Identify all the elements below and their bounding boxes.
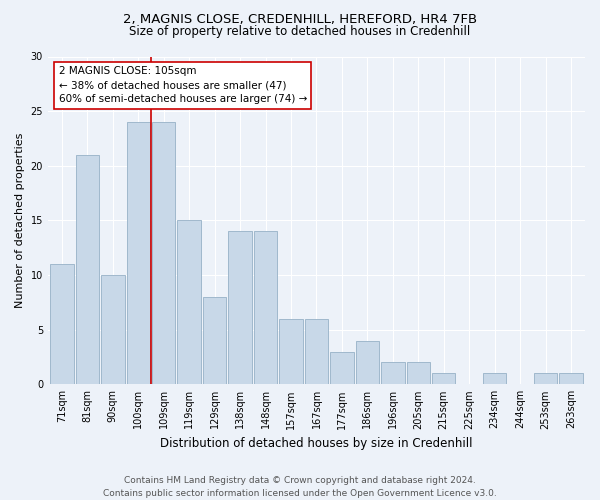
Bar	[101, 275, 125, 384]
Bar	[407, 362, 430, 384]
Bar	[203, 297, 226, 384]
Text: Contains HM Land Registry data © Crown copyright and database right 2024.
Contai: Contains HM Land Registry data © Crown c…	[103, 476, 497, 498]
Text: 2, MAGNIS CLOSE, CREDENHILL, HEREFORD, HR4 7FB: 2, MAGNIS CLOSE, CREDENHILL, HEREFORD, H…	[123, 12, 477, 26]
Text: Size of property relative to detached houses in Credenhill: Size of property relative to detached ho…	[130, 25, 470, 38]
Bar	[559, 374, 583, 384]
Bar	[76, 155, 99, 384]
Bar	[381, 362, 404, 384]
Bar	[229, 232, 252, 384]
Bar	[356, 340, 379, 384]
Bar	[254, 232, 277, 384]
Bar	[127, 122, 150, 384]
Bar	[305, 318, 328, 384]
Bar	[152, 122, 175, 384]
Bar	[50, 264, 74, 384]
Bar	[483, 374, 506, 384]
Bar	[330, 352, 353, 384]
Bar	[279, 318, 303, 384]
X-axis label: Distribution of detached houses by size in Credenhill: Distribution of detached houses by size …	[160, 437, 473, 450]
Bar	[432, 374, 455, 384]
Y-axis label: Number of detached properties: Number of detached properties	[15, 132, 25, 308]
Bar	[534, 374, 557, 384]
Bar	[178, 220, 201, 384]
Text: 2 MAGNIS CLOSE: 105sqm
← 38% of detached houses are smaller (47)
60% of semi-det: 2 MAGNIS CLOSE: 105sqm ← 38% of detached…	[59, 66, 307, 104]
